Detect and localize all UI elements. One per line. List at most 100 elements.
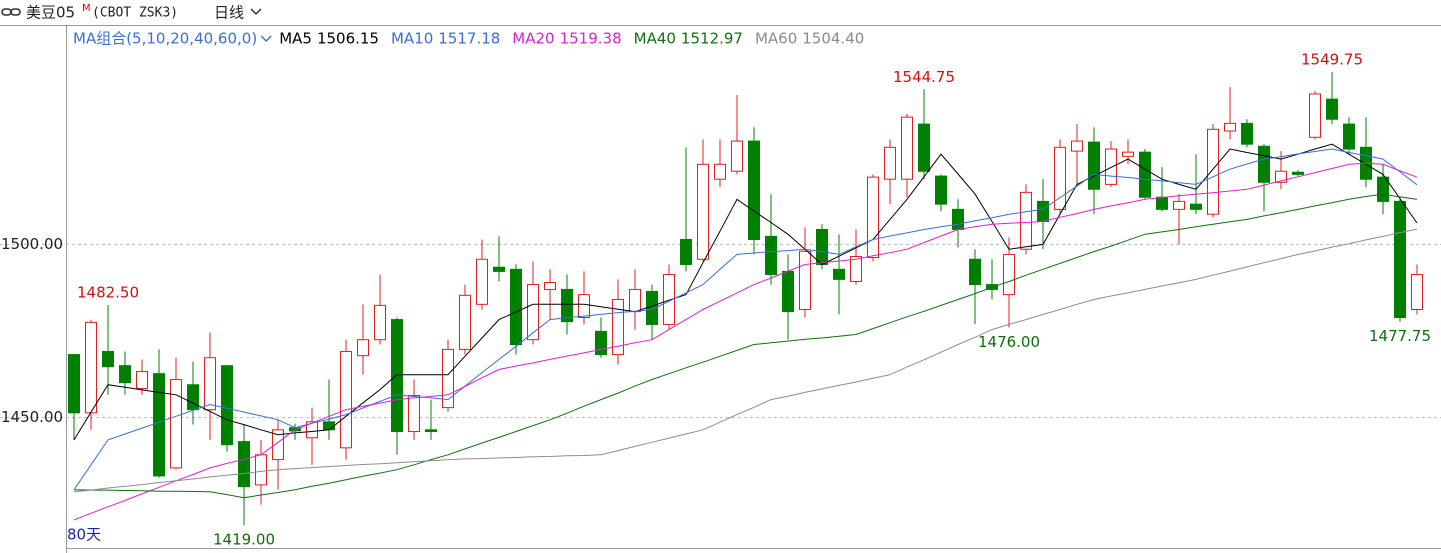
legend-value: 1517.18 xyxy=(438,30,500,48)
candle-body xyxy=(612,298,624,356)
candle-body xyxy=(935,175,947,205)
legend-name: MA10 xyxy=(391,30,433,48)
candle-body xyxy=(527,284,539,341)
candle-body xyxy=(1156,196,1168,210)
candle-body xyxy=(1105,148,1117,185)
legend-value: 1519.38 xyxy=(560,30,622,48)
ma-chevron[interactable] xyxy=(260,35,272,42)
symbol: 美豆05 xyxy=(26,4,75,22)
candle-body xyxy=(323,421,335,431)
candle-body xyxy=(1224,122,1236,132)
candle-body xyxy=(561,288,573,323)
candle-body xyxy=(1292,171,1304,175)
candle-body xyxy=(1122,151,1134,157)
candle-body xyxy=(850,255,862,282)
legend-value: 1512.97 xyxy=(681,30,743,48)
candle-body xyxy=(1275,170,1287,183)
header-bar xyxy=(0,0,1441,25)
candle-body xyxy=(1411,274,1423,311)
candle-body xyxy=(884,146,896,180)
ma-group[interactable]: MA组合(5,10,20,40,60,0) xyxy=(73,30,257,48)
candle-body xyxy=(1394,200,1406,319)
y-tick-label: 1450.00 xyxy=(1,408,63,426)
extreme-label: 1419.00 xyxy=(213,531,275,549)
code: (CBOT ZSK3) xyxy=(92,6,178,21)
candle-body xyxy=(187,384,199,411)
candle-body xyxy=(1173,200,1185,210)
candle-body xyxy=(221,365,233,446)
period-chevron[interactable] xyxy=(250,8,262,16)
extreme-label: 1476.00 xyxy=(978,333,1040,351)
candle-body xyxy=(595,330,607,356)
candle-body xyxy=(102,350,114,368)
candle-body xyxy=(782,270,794,313)
legend-name: MA40 xyxy=(634,30,676,48)
legend-name: MA5 xyxy=(279,30,312,48)
legend-name: MA20 xyxy=(512,30,554,48)
candle-body xyxy=(1190,203,1202,210)
candle-body xyxy=(714,163,726,180)
candle-body xyxy=(238,441,250,488)
candle-body xyxy=(918,123,930,172)
candle-body xyxy=(1241,122,1253,145)
ma-line xyxy=(73,148,1418,491)
candle-body xyxy=(1377,176,1389,202)
ma-line xyxy=(73,162,1418,521)
candle-body xyxy=(697,163,709,260)
legend-name: MA60 xyxy=(755,30,797,48)
candle-body xyxy=(1003,253,1015,296)
candle-body xyxy=(1139,151,1151,198)
candle-body xyxy=(1071,140,1083,152)
candle-body xyxy=(1020,191,1032,250)
candle-body xyxy=(1207,128,1219,215)
ma-line xyxy=(73,143,1418,441)
candle-body xyxy=(816,228,828,265)
period[interactable]: 日线 xyxy=(214,4,244,22)
candle-body xyxy=(731,140,743,172)
candle-body xyxy=(680,239,692,265)
candle-body xyxy=(1088,141,1100,190)
extreme-label: 1544.75 xyxy=(893,68,955,86)
candle-body xyxy=(119,365,131,384)
legend-value: 1504.40 xyxy=(802,30,864,48)
candle-body xyxy=(748,140,760,241)
candle-body xyxy=(442,348,454,409)
candle-body xyxy=(1309,93,1321,138)
candle-body xyxy=(663,274,675,325)
candle-body xyxy=(1326,98,1338,120)
candle-body xyxy=(306,421,318,439)
extreme-label: 1477.75 xyxy=(1369,327,1431,345)
candle-body xyxy=(867,176,879,259)
candle-body xyxy=(969,258,981,286)
candle-body xyxy=(901,116,913,180)
candle-body xyxy=(799,250,811,311)
flag: M xyxy=(82,3,91,14)
candle-body xyxy=(510,268,522,346)
candle-body xyxy=(578,294,590,319)
candle-body xyxy=(68,354,80,414)
candle-body xyxy=(136,371,148,390)
ma-line xyxy=(73,193,1418,499)
candle-body xyxy=(1037,200,1049,222)
candle-body xyxy=(204,357,216,411)
candle-body xyxy=(85,321,97,414)
candle-body xyxy=(391,319,403,433)
candle-body xyxy=(357,339,369,357)
link-icon xyxy=(1,8,21,16)
y-tick-label: 1500.00 xyxy=(1,235,63,253)
candle-body xyxy=(425,429,437,433)
candle-body xyxy=(629,288,641,313)
ma-line xyxy=(73,228,1418,493)
candle-body xyxy=(408,394,420,433)
candle-body xyxy=(544,281,556,290)
candle-body xyxy=(272,429,284,461)
candle-body xyxy=(493,266,505,272)
candle-body xyxy=(153,373,165,477)
candle-body xyxy=(1258,145,1270,183)
extreme-label: 1482.50 xyxy=(77,284,139,302)
candle-body xyxy=(374,304,386,341)
candle-body xyxy=(170,379,182,469)
legend-value: 1506.15 xyxy=(317,30,379,48)
